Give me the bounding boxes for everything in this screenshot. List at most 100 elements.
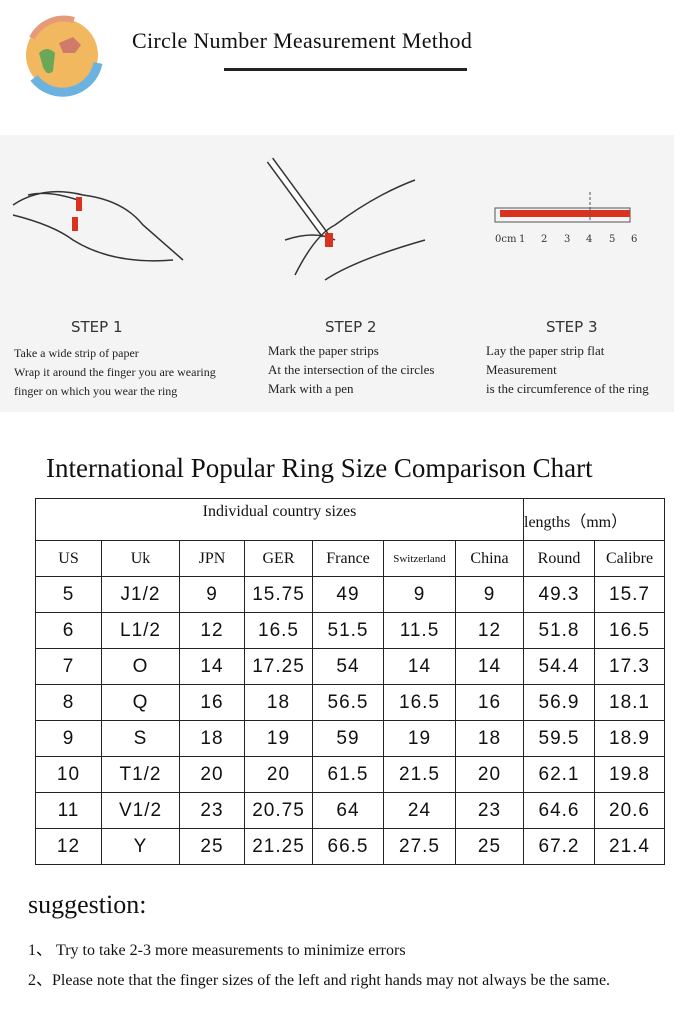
table-cell: 16: [455, 684, 524, 721]
table-cell: 20.75: [244, 792, 313, 829]
step-line: Mark the paper strips: [268, 343, 379, 358]
table-cell: 16.5: [383, 684, 456, 721]
hand-wrap-illustration: [12, 190, 184, 262]
table-cell: 20: [179, 756, 245, 793]
table-cell: 9: [179, 576, 245, 613]
table-cell: 49.3: [523, 576, 595, 613]
column-header: Calibre: [594, 540, 665, 577]
table-cell: 19.8: [594, 756, 665, 793]
table-cell: 18: [179, 720, 245, 757]
table-cell: 20: [244, 756, 313, 793]
table-cell: 17.3: [594, 648, 665, 685]
ring-size-table: Individual country sizes lengths（mm） US U…: [35, 498, 665, 865]
table-cell: 19: [383, 720, 456, 757]
ruler-label: 1: [519, 234, 525, 245]
table-cell: 15.75: [244, 576, 313, 613]
title-underline: [224, 68, 467, 71]
table-row: 8 Q 16 18 56.5 16.5 16 56.9 18.1: [35, 684, 665, 721]
table-cell: 27.5: [383, 828, 456, 865]
table-cell: 15.7: [594, 576, 665, 613]
table-cell: 12: [179, 612, 245, 649]
step-3-label: STEP 3: [546, 318, 598, 336]
table-cell: 64: [312, 792, 384, 829]
table-row: 7 O 14 17.25 54 14 14 54.4 17.3: [35, 648, 665, 685]
table-cell: 21.5: [383, 756, 456, 793]
column-header: France: [312, 540, 384, 577]
column-header: Round: [523, 540, 595, 577]
table-cell: 62.1: [523, 756, 595, 793]
table-cell: S: [101, 720, 180, 757]
table-cell: 9: [455, 576, 524, 613]
table-cell: 16: [179, 684, 245, 721]
ruler-illustration: 0cm 1 2 3 4 5 6: [494, 192, 637, 245]
table-cell: 7: [35, 648, 102, 685]
table-cell: 64.6: [523, 792, 595, 829]
step-3-text: Lay the paper strip flat Measurement is …: [486, 341, 649, 398]
table-cell: 67.2: [523, 828, 595, 865]
suggestion-title: suggestion:: [28, 890, 147, 919]
table-cell: 19: [244, 720, 313, 757]
suggestion-item: 1、 Try to take 2-3 more measurements to …: [28, 942, 406, 959]
table-cell: 11.5: [383, 612, 456, 649]
step-line: Mark with a pen: [268, 381, 354, 396]
table-cell: 18: [455, 720, 524, 757]
table-cell: 61.5: [312, 756, 384, 793]
table-cell: 6: [35, 612, 102, 649]
table-cell: 54: [312, 648, 384, 685]
column-header: JPN: [179, 540, 245, 577]
table-cell: 20.6: [594, 792, 665, 829]
table-cell: 59.5: [523, 720, 595, 757]
table-cell: 5: [35, 576, 102, 613]
step-1-text: Take a wide strip of paper Wrap it aroun…: [14, 344, 216, 401]
ruler-label: 5: [609, 234, 615, 245]
table-cell: 18.1: [594, 684, 665, 721]
step-line: is the circumference of the ring: [486, 381, 649, 396]
lengths-header: lengths（mm）: [523, 498, 665, 541]
column-header: China: [455, 540, 524, 577]
table-row: 6 L1/2 12 16.5 51.5 11.5 12 51.8 16.5: [35, 612, 665, 649]
table-cell: 18: [244, 684, 313, 721]
table-row: 9 S 18 19 59 19 18 59.5 18.9: [35, 720, 665, 757]
table-cell: 18.9: [594, 720, 665, 757]
table-cell: 14: [455, 648, 524, 685]
column-header: GER: [244, 540, 313, 577]
step-1-label: STEP 1: [71, 318, 123, 336]
group-header: Individual country sizes: [35, 498, 524, 541]
table-cell: Q: [101, 684, 180, 721]
ruler-label: 0cm: [495, 234, 517, 245]
table-cell: J1/2: [101, 576, 180, 613]
table-cell: 23: [179, 792, 245, 829]
column-header: Switzerland: [383, 540, 456, 577]
step-line: Measurement: [486, 362, 557, 377]
table-cell: O: [101, 648, 180, 685]
table-cell: Y: [101, 828, 180, 865]
table-cell: 56.9: [523, 684, 595, 721]
table-cell: 9: [383, 576, 456, 613]
ruler-label: 2: [541, 234, 547, 245]
logo: [26, 15, 103, 97]
table-cell: 12: [455, 612, 524, 649]
table-cell: 17.25: [244, 648, 313, 685]
step-2-text: Mark the paper strips At the intersectio…: [268, 341, 434, 398]
ruler-label: 4: [586, 234, 592, 245]
column-header: US: [35, 540, 102, 577]
table-cell: 23: [455, 792, 524, 829]
chart-title: International Popular Ring Size Comparis…: [46, 453, 593, 483]
table-cell: 16.5: [594, 612, 665, 649]
table-cell: 8: [35, 684, 102, 721]
table-cell: 56.5: [312, 684, 384, 721]
step-line: finger on which you wear the ring: [14, 384, 178, 398]
table-cell: 14: [179, 648, 245, 685]
table-cell: 25: [179, 828, 245, 865]
table-cell: 16.5: [244, 612, 313, 649]
table-cell: T1/2: [101, 756, 180, 793]
table-cell: L1/2: [101, 612, 180, 649]
step-2-label: STEP 2: [325, 318, 377, 336]
table-cell: 49: [312, 576, 384, 613]
table-cell: 54.4: [523, 648, 595, 685]
table-cell: 51.8: [523, 612, 595, 649]
table-cell: 66.5: [312, 828, 384, 865]
table-cell: V1/2: [101, 792, 180, 829]
column-header: Uk: [101, 540, 180, 577]
table-row: 11 V1/2 23 20.75 64 24 23 64.6 20.6: [35, 792, 665, 829]
